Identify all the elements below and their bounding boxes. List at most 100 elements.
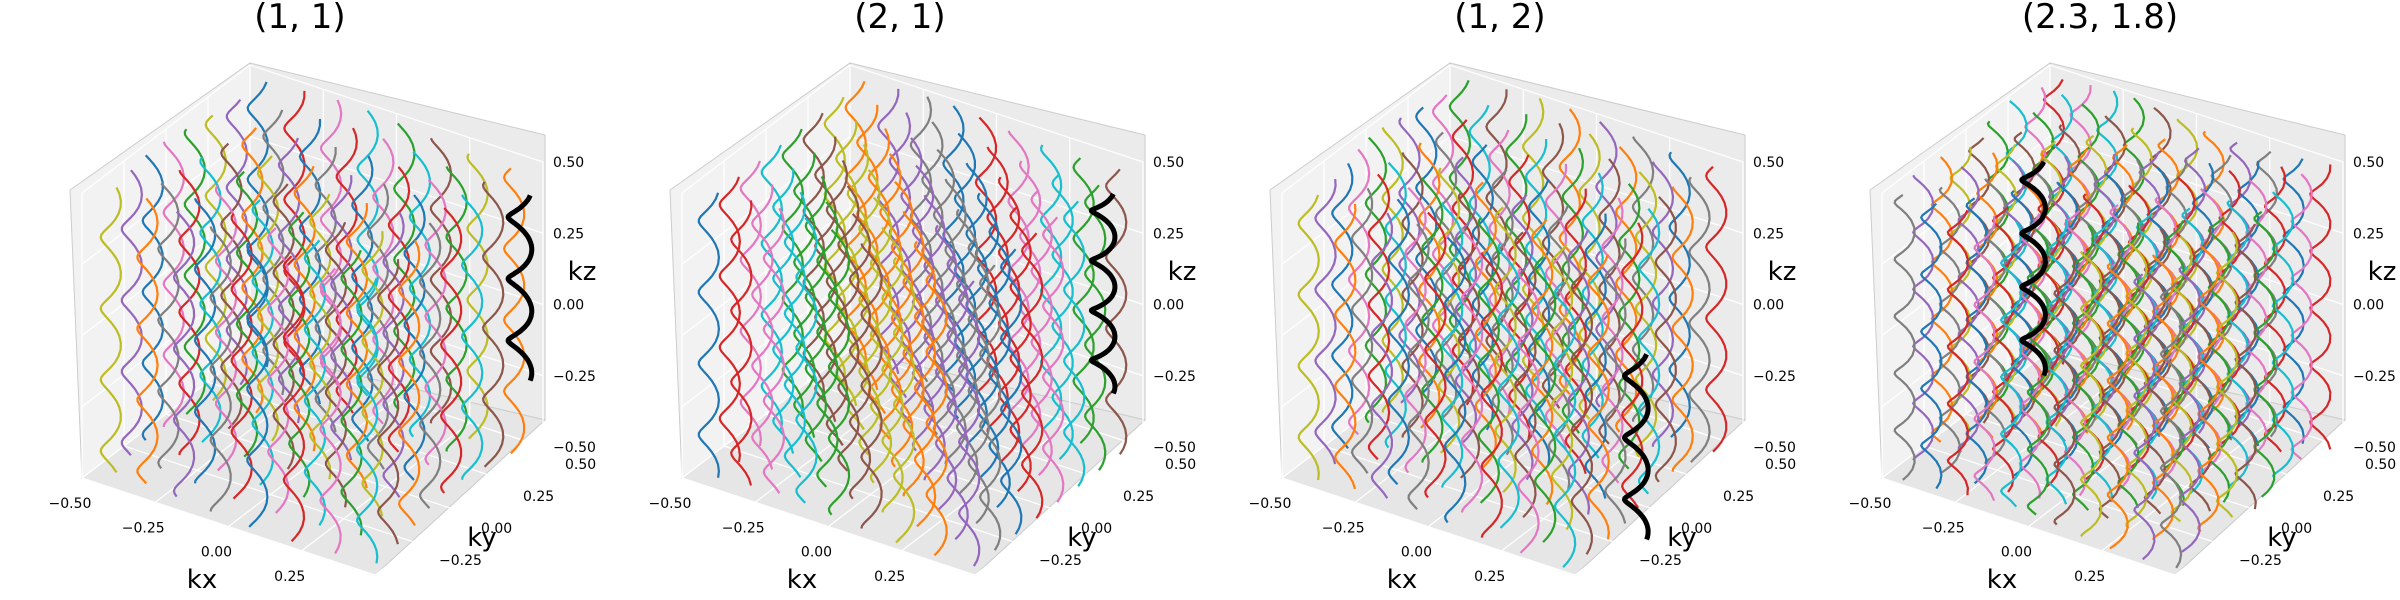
x-tick-label: 0.25 (2074, 569, 2105, 585)
grid-line (974, 446, 1144, 576)
trajectory-line (978, 264, 1002, 551)
chart-panel-1: (1, 1) −0.50 −0.25 0.00 0.25 −0.25 0.00 0.25 0.5… (49, 0, 597, 595)
trajectory-line (136, 197, 159, 485)
z-tick-label: 0.00 (1753, 298, 1784, 314)
trajectory-line (293, 165, 316, 452)
trajectory-line (835, 120, 858, 407)
z-tick-label: −0.50 (1753, 440, 1796, 456)
trajectory-line (1601, 197, 1624, 484)
trajectory-line (1331, 162, 1354, 450)
y-tick-label: 0.25 (1123, 489, 1154, 505)
z-tick-label: 0.25 (1153, 226, 1184, 242)
highlight-trajectory (1088, 192, 1118, 395)
trajectory-line (183, 128, 207, 415)
trajectory-line (1072, 157, 1095, 444)
trajectory-line (220, 142, 243, 430)
trajectory-line (1893, 194, 1916, 481)
trajectory-line (1514, 231, 1537, 518)
trajectory-line (303, 239, 327, 526)
trajectory-line (1404, 186, 1427, 474)
trajectory-line (1370, 212, 1394, 499)
trajectory-line (1105, 168, 1128, 455)
trajectory-line (827, 229, 851, 516)
trajectory-line (445, 166, 468, 452)
trajectory-line (1637, 208, 1661, 495)
x-tick-label: −0.50 (649, 496, 692, 512)
trajectories (99, 81, 526, 564)
trajectory-line (172, 210, 196, 498)
trajectory-line (1348, 148, 1371, 436)
trajectory-line (1020, 232, 1044, 519)
trajectory-line (2069, 85, 2092, 371)
trajectory-line (272, 183, 295, 470)
trajectory-line (502, 167, 526, 455)
trajectory-line (804, 175, 828, 463)
trajectory-line (1009, 205, 1032, 493)
trajectory-line (1431, 94, 1455, 381)
z-tick-label: 0.50 (553, 155, 584, 171)
trajectory-line (1421, 177, 1444, 463)
trajectory-line (846, 144, 870, 431)
z-tick-label: −0.25 (1753, 369, 1796, 385)
z-tick-label: 0.50 (2353, 155, 2384, 171)
trajectory-line (869, 196, 893, 484)
z-axis-label: kz (1768, 257, 1797, 287)
x-tick-label: −0.25 (722, 520, 765, 536)
trajectory-line (1530, 218, 1554, 506)
trajectories (697, 80, 1128, 567)
chart-panel-4: (2.3, 1.8) −0.50 −0.25 0.00 0.25 −0.25 0.00 0.2… (1849, 0, 2397, 595)
trajectory-line (1567, 229, 1591, 515)
trajectory-line (911, 164, 935, 452)
trajectory-line (1688, 176, 1711, 463)
trajectory-line (376, 259, 400, 545)
highlight-trajectory (505, 194, 535, 382)
trajectory-line (424, 179, 447, 466)
trajectory-line (1424, 211, 1447, 499)
trajectory-line (1440, 202, 1464, 488)
z-tick-label: −0.50 (1153, 440, 1196, 456)
trajectory-line (1350, 187, 1374, 474)
y-tick-label: −0.25 (2239, 553, 2282, 569)
trajectory-line (860, 243, 883, 529)
trajectory-line (967, 237, 990, 525)
highlight-trajectory (2019, 160, 2048, 377)
trajectory-line (246, 241, 269, 528)
trajectory-line (957, 280, 981, 567)
trajectory-line (1451, 119, 1475, 406)
trajectory-line (209, 226, 232, 512)
trajectory-line (2159, 282, 2183, 569)
trajectory-line (856, 104, 879, 391)
y-tick-label: 0.50 (1165, 457, 1196, 473)
trajectory-line (909, 96, 933, 383)
trajectory-line (1654, 196, 1677, 483)
x-tick-label: −0.25 (1922, 520, 1965, 536)
trajectory-line (974, 116, 998, 404)
z-tick-label: 0.25 (553, 226, 584, 242)
x-tick-label: 0.00 (201, 545, 232, 561)
trajectory-line (1584, 213, 1607, 499)
trajectory-line (408, 150, 432, 438)
trajectory-line (1314, 179, 1337, 465)
trajectory-line (267, 227, 290, 514)
y-tick-label: −0.25 (1639, 553, 1682, 569)
trajectory-line (1480, 252, 1503, 538)
x-tick-label: −0.25 (1322, 520, 1365, 536)
grid-line (2101, 422, 2271, 552)
trajectory-line (1438, 167, 1461, 454)
y-tick-label: 0.50 (565, 457, 596, 473)
trajectory-line (324, 221, 348, 508)
trajectory-line (361, 231, 384, 517)
trajectory-line (466, 153, 489, 440)
grid-line (1574, 446, 1744, 576)
trajectory-line (277, 137, 301, 424)
trajectory-line (1534, 256, 1557, 543)
z-tick-label: −0.25 (553, 369, 596, 385)
z-tick-label: 0.00 (2353, 298, 2384, 314)
trajectory-line (762, 207, 786, 494)
trajectory-line (877, 88, 900, 375)
z-tick-label: −0.50 (553, 440, 596, 456)
trajectory-line (890, 180, 914, 468)
trajectory-line (120, 169, 144, 456)
trajectory-line (1973, 215, 1996, 502)
